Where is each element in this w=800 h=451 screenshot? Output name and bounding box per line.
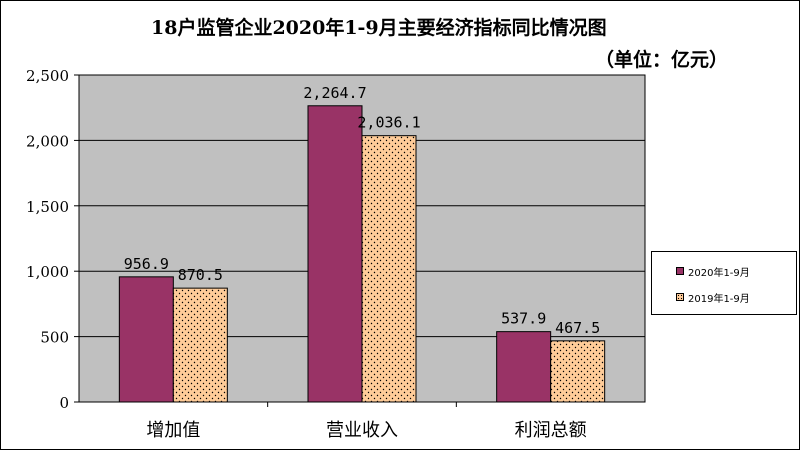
legend-item-2019: 2019年1-9月	[676, 290, 750, 305]
bar	[550, 340, 606, 403]
data-label: 2,036.1	[357, 114, 420, 132]
bar	[118, 276, 174, 403]
data-label: 870.5	[178, 266, 223, 284]
legend-label-2020: 2020年1-9月	[688, 267, 750, 279]
legend-swatch-2020	[676, 267, 684, 275]
data-label: 956.9	[124, 255, 169, 273]
y-tick-label: 1,000	[26, 263, 69, 281]
legend: 2020年1-9月 2019年1-9月	[651, 251, 797, 315]
x-tick-label: 利润总额	[515, 420, 587, 441]
y-tick-label: 0	[59, 394, 69, 412]
legend-swatch-2019	[676, 293, 684, 301]
legend-item-2020: 2020年1-9月	[676, 264, 750, 279]
bar	[307, 105, 363, 403]
y-tick-label: 1,500	[26, 198, 69, 216]
x-tick-label: 营业收入	[326, 420, 398, 441]
y-tick-label: 2,500	[26, 67, 69, 85]
bar	[361, 135, 417, 403]
chart-subtitle: （单位：亿元）	[595, 49, 729, 71]
data-label: 537.9	[501, 310, 546, 328]
bar	[172, 287, 228, 403]
bar	[496, 331, 552, 403]
y-tick-label: 500	[40, 329, 69, 347]
data-label: 467.5	[555, 319, 600, 337]
data-label: 2,264.7	[303, 84, 366, 102]
legend-label-2019: 2019年1-9月	[688, 293, 750, 305]
y-tick-label: 2,000	[26, 132, 69, 150]
x-tick-label: 增加值	[146, 420, 200, 441]
chart-title: 18户监管企业2020年1-9月主要经济指标同比情况图	[151, 17, 607, 39]
